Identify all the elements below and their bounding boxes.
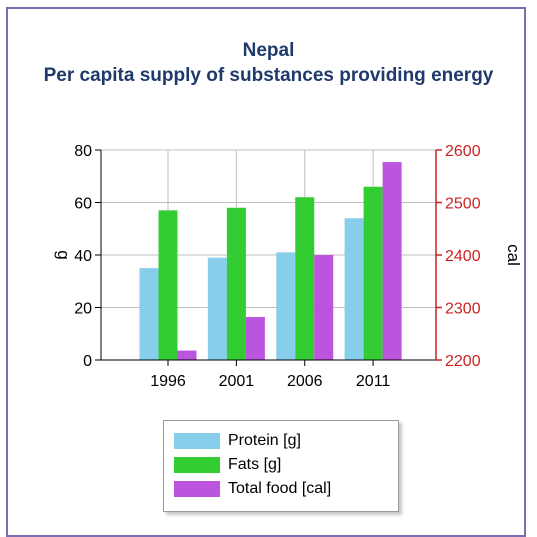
- x-tick-label: 2001: [219, 373, 255, 390]
- y-tick-label-left: 0: [83, 353, 92, 370]
- bar-fats-2001: [226, 207, 246, 360]
- legend-swatch-fats: [174, 457, 220, 473]
- bar-total-2006: [314, 255, 334, 360]
- legend-swatch-protein: [174, 433, 220, 449]
- chart-title-block: Nepal Per capita supply of substances pr…: [0, 38, 537, 88]
- chart-legend: Protein [g] Fats [g] Total food [cal]: [163, 420, 399, 512]
- chart-subtitle: Per capita supply of substances providin…: [43, 65, 494, 86]
- y-tick-label-left: 60: [74, 196, 92, 213]
- y-tick-label-left: 40: [74, 248, 92, 265]
- y-axis-label-right: cal: [504, 244, 523, 266]
- y-tick-label-right: 2400: [445, 248, 481, 265]
- bar-protein-1996: [139, 268, 159, 360]
- legend-label-protein: Protein [g]: [228, 432, 301, 449]
- bar-total-2011: [382, 162, 402, 360]
- legend-item-fats: Fats [g]: [174, 453, 388, 477]
- bar-total-1996: [177, 350, 197, 360]
- bar-protein-2006: [276, 252, 296, 360]
- legend-label-total-food: Total food [cal]: [228, 480, 332, 497]
- y-tick-label-right: 2600: [445, 143, 481, 160]
- x-tick-label: 2011: [356, 373, 391, 390]
- bar-total-2001: [245, 316, 265, 360]
- y-axis-label-left: g: [54, 250, 73, 259]
- chart-title: Nepal: [242, 40, 295, 61]
- x-tick-label: 2006: [287, 373, 323, 390]
- y-tick-label-left: 20: [74, 301, 92, 318]
- y-tick-label-right: 2200: [445, 353, 481, 370]
- bar-protein-2011: [344, 218, 364, 360]
- legend-item-total-food: Total food [cal]: [174, 477, 388, 501]
- x-tick-label: 1996: [150, 373, 186, 390]
- y-tick-label-left: 80: [74, 143, 92, 160]
- y-tick-label-right: 2300: [445, 301, 481, 318]
- legend-label-fats: Fats [g]: [228, 456, 282, 473]
- bar-fats-2011: [363, 186, 383, 360]
- bar-fats-1996: [158, 210, 178, 360]
- bar-fats-2006: [295, 197, 315, 360]
- legend-swatch-total-food: [174, 481, 220, 497]
- bar-protein-2001: [207, 257, 227, 360]
- y-tick-label-right: 2500: [445, 196, 481, 213]
- legend-item-protein: Protein [g]: [174, 429, 388, 453]
